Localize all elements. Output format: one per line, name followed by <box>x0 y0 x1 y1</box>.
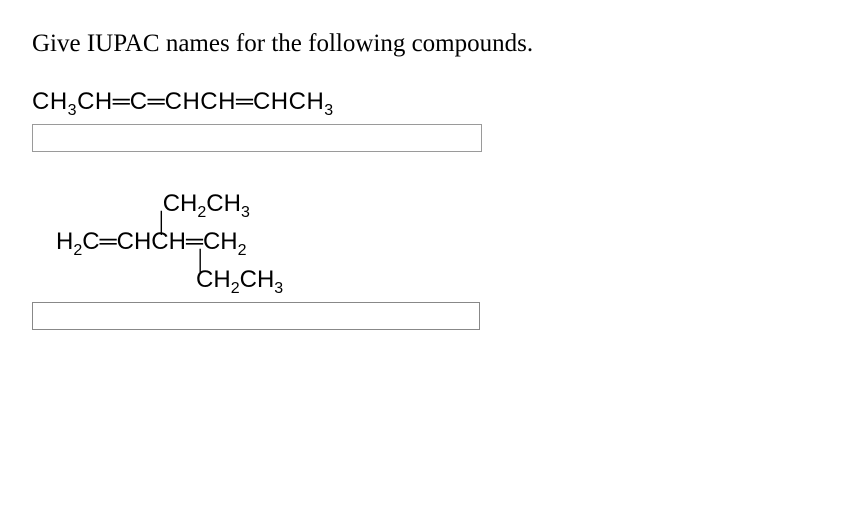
formula-sub: 3 <box>68 102 77 119</box>
top-branch-row: CH2CH3 <box>56 192 826 216</box>
formula-part: CH <box>32 88 68 115</box>
formula-part: CHCH <box>253 88 324 115</box>
compound1-formula: CH3CH═C═CHCH═CHCH3 <box>32 88 826 116</box>
double-bond-icon: ═ <box>148 88 165 115</box>
formula-sub: 2 <box>238 242 247 259</box>
formula-part: CH <box>240 266 275 293</box>
formula-part: CH <box>203 228 238 255</box>
answer1-input[interactable] <box>32 124 482 152</box>
double-bond-icon: ═ <box>113 88 130 115</box>
formula-sub: 3 <box>274 280 283 297</box>
formula-part: CH <box>196 266 231 293</box>
formula-sub: 3 <box>324 102 333 119</box>
formula-part: C <box>130 88 148 115</box>
bottom-branch-row: CH2CH3 <box>56 268 826 292</box>
answer2-wrap <box>32 302 826 330</box>
page-container: Give IUPAC names for the following compo… <box>0 0 858 360</box>
formula-part: CH <box>206 190 241 217</box>
answer1-wrap <box>32 124 826 152</box>
compound2-structure: CH2CH3 │ H2C═CHCH═CH2 │ CH2CH3 <box>56 192 826 292</box>
formula-sub: 3 <box>241 204 250 221</box>
indent <box>56 266 196 293</box>
question-text: Give IUPAC names for the following compo… <box>32 30 826 58</box>
formula-part: CHCH <box>165 88 236 115</box>
formula-sub: 2 <box>231 280 240 297</box>
double-bond-icon: ═ <box>236 88 253 115</box>
formula-sub: 2 <box>197 204 206 221</box>
answer2-input[interactable] <box>32 302 480 330</box>
formula-part: CH <box>77 88 113 115</box>
